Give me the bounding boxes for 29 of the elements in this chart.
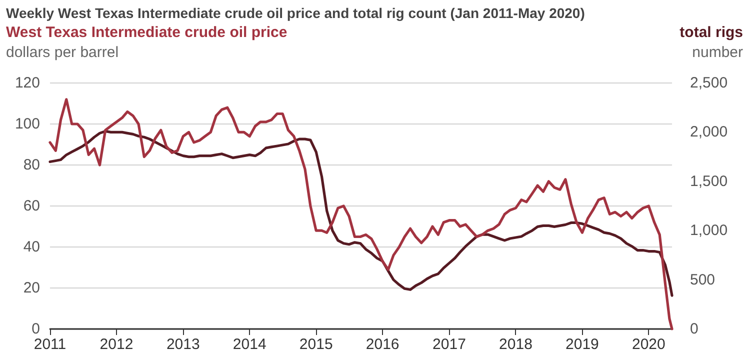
text: West Texas Intermediate crude oil price — [6, 24, 288, 41]
y2-tick-label: 500 — [690, 271, 716, 288]
y-tick-label: 80 — [23, 156, 40, 174]
y-tick-label: 120 — [14, 74, 40, 92]
x-tick-label: 2020 — [632, 336, 666, 353]
x-tick-label: 2011 — [34, 336, 66, 353]
y2-tick-label: 1,500 — [690, 172, 728, 190]
y-tick-label: 0 — [32, 320, 40, 338]
y-tick-label: 40 — [23, 238, 40, 256]
x-tick-label: 2013 — [166, 336, 200, 353]
y2-axis-title: number — [692, 44, 744, 61]
x-tick-label: 2016 — [366, 336, 400, 353]
line-series — [48, 130, 674, 297]
y-tick-label: 20 — [23, 280, 40, 296]
y2-tick-label: 1,000 — [690, 222, 728, 240]
y-tick-label: 60 — [23, 198, 40, 214]
x-tick-label: 2018 — [499, 336, 532, 353]
chart-title: Weekly West Texas Intermediate crude oil price and total rig count (Jan 2011-May 2020) — [6, 5, 585, 21]
x-tick-label: 2012 — [100, 336, 134, 353]
y2-tick-label: 2,000 — [690, 124, 728, 141]
y-axis-title: dollars per barrel — [6, 44, 119, 61]
x-tick-label: 2015 — [299, 336, 333, 353]
y2-tick-label: 2,500 — [690, 74, 728, 92]
y2-tick-label: 0 — [690, 320, 698, 338]
x-tick-label: 2019 — [566, 336, 599, 353]
y-tick-label: 100 — [14, 116, 40, 132]
x-tick-label: 2017 — [432, 336, 466, 353]
text: total rigs — [680, 24, 744, 41]
x-tick-label: 2014 — [232, 336, 266, 353]
